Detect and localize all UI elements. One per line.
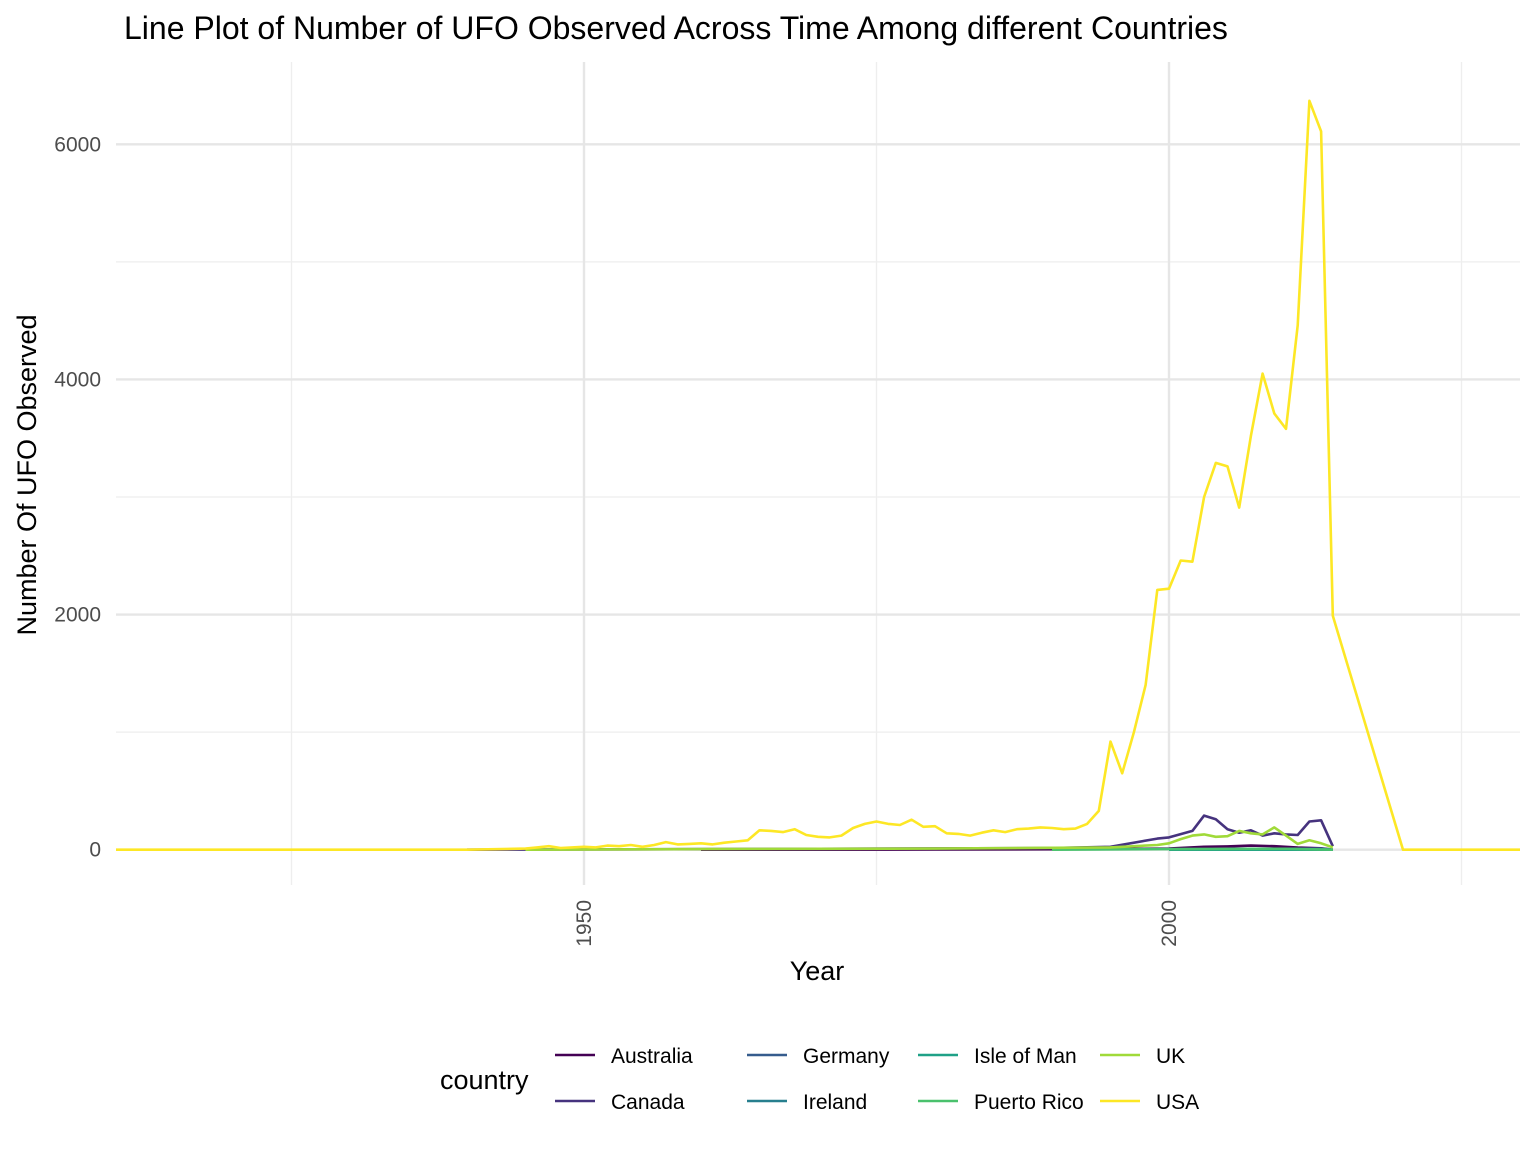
x-axis-title: Year bbox=[790, 956, 845, 986]
grid bbox=[116, 62, 1520, 885]
y-tick-label: 4000 bbox=[54, 368, 101, 391]
legend: country Australia Canada Germany Ireland Isl… bbox=[440, 1045, 1199, 1114]
legend-title: country bbox=[440, 1065, 529, 1095]
legend-label: UK bbox=[1156, 1045, 1185, 1068]
x-axis-ticks: 1950 2000 bbox=[573, 900, 1181, 947]
y-tick-label: 2000 bbox=[54, 604, 101, 627]
x-tick-label: 2000 bbox=[1158, 900, 1181, 947]
legend-label: Ireland bbox=[803, 1091, 867, 1114]
legend-label: Puerto Rico bbox=[974, 1091, 1084, 1114]
y-axis-ticks: 0 2000 4000 6000 bbox=[54, 133, 101, 861]
legend-label: Isle of Man bbox=[974, 1045, 1077, 1068]
series-line-canada bbox=[466, 814, 1334, 852]
series-lines bbox=[116, 99, 1520, 852]
series-line-usa bbox=[116, 99, 1520, 852]
series-line-uk bbox=[525, 826, 1334, 852]
series-line-puerto-rico bbox=[1051, 847, 1333, 851]
legend-label: Germany bbox=[803, 1045, 890, 1068]
y-tick-label: 6000 bbox=[54, 133, 101, 156]
legend-label: Australia bbox=[611, 1045, 693, 1068]
y-tick-label: 0 bbox=[89, 839, 101, 862]
legend-label: USA bbox=[1156, 1091, 1199, 1114]
y-axis-title: Number Of UFO Observed bbox=[12, 314, 42, 635]
chart-title: Line Plot of Number of UFO Observed Acro… bbox=[124, 10, 1228, 46]
x-tick-label: 1950 bbox=[573, 900, 596, 947]
legend-label: Canada bbox=[611, 1091, 685, 1114]
